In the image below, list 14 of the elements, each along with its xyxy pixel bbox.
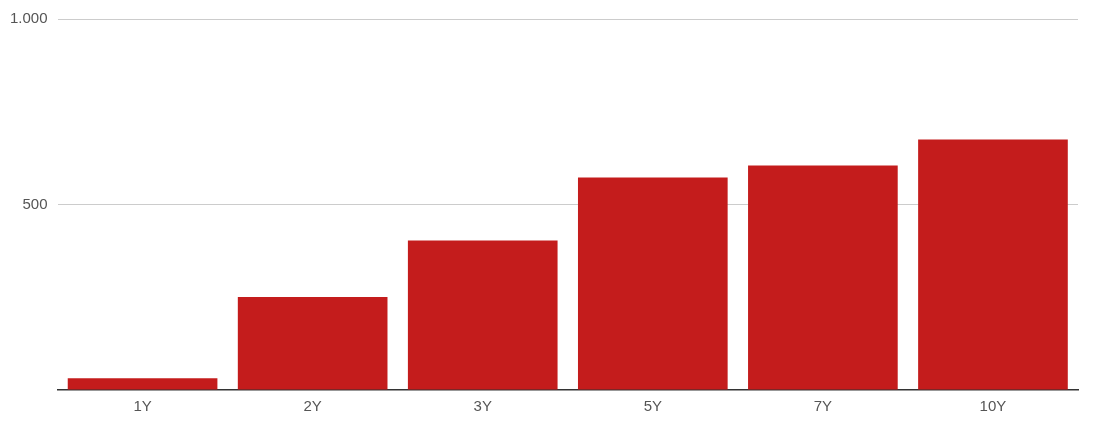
bar bbox=[577, 177, 728, 390]
x-tick-label: 1Y bbox=[133, 397, 152, 415]
x-tick-label: 10Y bbox=[979, 397, 1007, 415]
bar bbox=[237, 296, 388, 390]
bar bbox=[407, 240, 558, 390]
x-tick-label: 5Y bbox=[643, 397, 662, 415]
y-tick-label: 1.000 bbox=[9, 9, 48, 27]
bar bbox=[67, 378, 218, 390]
x-tick-label: 7Y bbox=[813, 397, 833, 415]
y-tick-label: 500 bbox=[22, 194, 48, 212]
x-tick-label: 3Y bbox=[473, 397, 492, 415]
bar bbox=[918, 139, 1068, 390]
x-tick-label: 2Y bbox=[303, 397, 322, 415]
bar bbox=[748, 165, 898, 390]
